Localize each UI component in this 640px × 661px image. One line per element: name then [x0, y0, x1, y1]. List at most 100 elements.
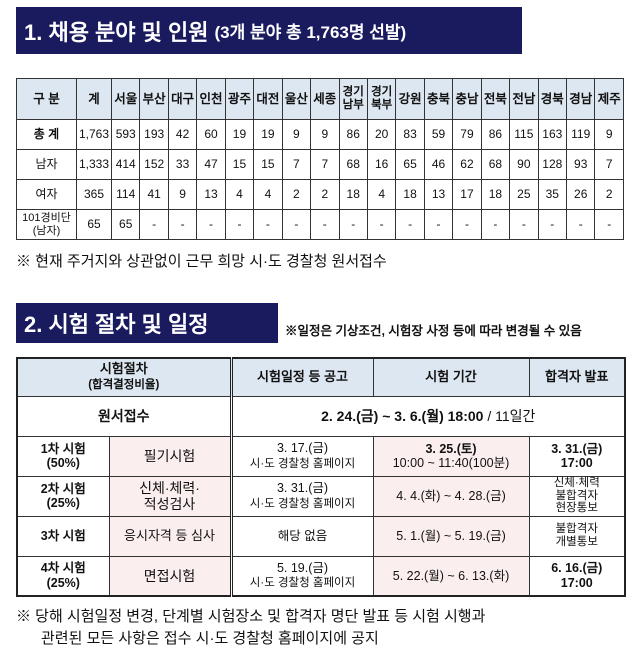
- table-row: 남자 1,333 414 152 33 47 15 15 7 7 68 16 65 46 62 68 90 128…: [16, 149, 624, 180]
- table-row: 여자 365 114 41 9 13 4 4 2 2 18 4 18 13 17 18 25 35 26 2: [16, 179, 624, 210]
- cell: -: [167, 209, 198, 240]
- table-row: 1차 시험 (50%) 필기시험 3. 17.(금) 시·도 경찰청 홈페이지 3.…: [16, 435, 626, 477]
- column-header: 경남: [565, 78, 596, 120]
- cell: 60: [196, 119, 226, 150]
- cell: 17: [452, 179, 482, 210]
- cell: 9: [167, 179, 198, 210]
- cell: 7: [281, 149, 312, 180]
- recruitment-table: 구 분 계 서울 부산 대구 인천 광주 대전 울산 세종 경기남부 경기북부 강원 충북 충남 전북 전남 경북…: [16, 78, 624, 240]
- cell: 90: [509, 149, 539, 180]
- section-1-subtitle: (3개 분야 총 1,763명 선발): [214, 23, 407, 42]
- column-header: 강원: [395, 78, 425, 120]
- result: 불합격자 개별통보: [528, 515, 626, 557]
- cell: 593: [110, 119, 141, 150]
- table-row: 2차 시험 (25%) 신체·체력· 적성검사 3. 31.(금) 시·도 경찰청 홈…: [16, 475, 626, 517]
- cell: 9: [594, 119, 624, 150]
- cell: 86: [480, 119, 511, 150]
- cell: -: [565, 209, 596, 240]
- cell: 65: [76, 209, 112, 240]
- column-header: 제주: [594, 78, 624, 120]
- exam-name: 응시자격 등 심사: [108, 515, 233, 557]
- column-header: 세종: [310, 78, 340, 120]
- cell: 86: [338, 119, 368, 150]
- cell: 7: [310, 149, 340, 180]
- cell: -: [310, 209, 340, 240]
- section-1-heading: 1. 채용 분야 및 인원 (3개 분야 총 1,763명 선발): [16, 7, 522, 54]
- stage: 3차 시험: [16, 515, 110, 557]
- notice: 5. 19.(금) 시·도 경찰청 홈페이지: [230, 555, 374, 597]
- column-header: 전북: [480, 78, 511, 120]
- exam-schedule-table: 시험절차 (합격결정비율) 시험일정 등 공고 시험 기간 합격자 발표 원서접수…: [16, 357, 627, 597]
- notice: 해당 없음: [230, 515, 374, 557]
- period: 5. 1.(월) ~ 5. 19.(금): [372, 515, 530, 557]
- cell: -: [281, 209, 312, 240]
- cell: 13: [196, 179, 226, 210]
- exam-name: 면접시험: [108, 555, 233, 597]
- cell: -: [509, 209, 539, 240]
- cell: 115: [509, 119, 539, 150]
- row-label: 101경비단(남자): [16, 209, 77, 240]
- stage: 1차 시험 (50%): [16, 435, 110, 477]
- cell: 68: [338, 149, 368, 180]
- section-1-title: 1. 채용 분야 및 인원: [24, 19, 209, 45]
- column-header: 인천: [196, 78, 226, 120]
- cell: 47: [196, 149, 226, 180]
- header-procedure: 시험절차 (합격결정비율): [16, 357, 233, 397]
- column-header: 구 분: [16, 78, 77, 120]
- cell: 365: [76, 179, 112, 210]
- notice: 3. 17.(금) 시·도 경찰청 홈페이지: [230, 435, 374, 477]
- cell: 62: [452, 149, 482, 180]
- cell: -: [594, 209, 624, 240]
- cell: 41: [139, 179, 169, 210]
- cell: 414: [110, 149, 141, 180]
- period: 5. 22.(월) ~ 6. 13.(화): [372, 555, 530, 597]
- cell: 20: [366, 119, 397, 150]
- cell: -: [423, 209, 454, 240]
- cell: 42: [167, 119, 198, 150]
- column-header: 경북: [537, 78, 568, 120]
- cell: 25: [509, 179, 539, 210]
- column-header: 대전: [253, 78, 283, 120]
- cell: 93: [565, 149, 596, 180]
- header-result: 합격자 발표: [528, 357, 626, 397]
- cell: 19: [253, 119, 283, 150]
- column-header: 울산: [281, 78, 312, 120]
- cell: 15: [224, 149, 255, 180]
- cell: 114: [110, 179, 141, 210]
- cell: 1,333: [76, 149, 112, 180]
- column-header: 경기북부: [366, 78, 397, 120]
- schedule-note: ※일정은 기상조건, 시험장 사정 등에 따라 변경될 수 있음: [285, 324, 582, 338]
- cell: 15: [253, 149, 283, 180]
- cell: 13: [423, 179, 454, 210]
- result: 3. 31.(금) 17:00: [528, 435, 626, 477]
- period: 4. 4.(화) ~ 4. 28.(금): [372, 475, 530, 517]
- result: 6. 16.(금) 17:00: [528, 555, 626, 597]
- row-label: 남자: [16, 149, 77, 180]
- cell: -: [338, 209, 368, 240]
- cell: 9: [281, 119, 312, 150]
- header-period: 시험 기간: [372, 357, 530, 397]
- table-row: 3차 시험 응시자격 등 심사 해당 없음 5. 1.(월) ~ 5. 19.(…: [16, 515, 626, 557]
- cell: 4: [366, 179, 397, 210]
- cell: 119: [565, 119, 596, 150]
- cell: 128: [537, 149, 568, 180]
- cell: 79: [452, 119, 482, 150]
- section-2-heading: 2. 시험 절차 및 일정: [16, 303, 278, 343]
- column-header: 부산: [139, 78, 169, 120]
- cell: -: [480, 209, 511, 240]
- cell: -: [452, 209, 482, 240]
- header-notice: 시험일정 등 공고: [230, 357, 374, 397]
- cell: 18: [480, 179, 511, 210]
- cell: 83: [395, 119, 425, 150]
- cell: 59: [423, 119, 454, 150]
- notice: 3. 31.(금) 시·도 경찰청 홈페이지: [230, 475, 374, 517]
- cell: 35: [537, 179, 568, 210]
- column-header: 서울: [110, 78, 141, 120]
- cell: 2: [594, 179, 624, 210]
- exam-name: 신체·체력· 적성검사: [108, 475, 233, 517]
- application-label: 원서접수: [16, 395, 233, 437]
- column-header: 충북: [423, 78, 454, 120]
- cell: -: [366, 209, 397, 240]
- application-period: 2. 24.(금) ~ 3. 6.(월) 18:00 / 11일간: [230, 395, 626, 437]
- cell: 193: [139, 119, 169, 150]
